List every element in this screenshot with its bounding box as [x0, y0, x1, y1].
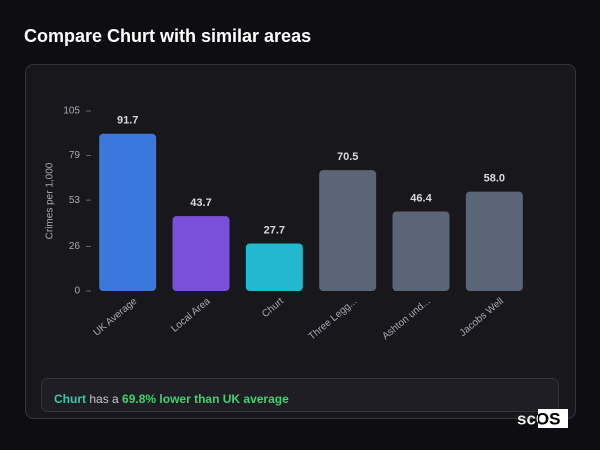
- bar: [392, 211, 450, 291]
- y-axis-label: Crimes per 1,000: [45, 162, 56, 239]
- y-tick-label: 79: [69, 150, 81, 161]
- value-label: 70.5: [337, 151, 358, 163]
- logo-box: [538, 409, 568, 428]
- chart-title: Compare Churt with similar areas: [24, 26, 311, 46]
- y-tick-label: 26: [69, 241, 81, 252]
- bar: [319, 170, 377, 291]
- value-label: 27.7: [264, 224, 285, 236]
- footer-highlight: 69.8% lower than UK average: [122, 392, 289, 406]
- y-tick-label: 53: [69, 195, 81, 206]
- bar: [465, 191, 523, 291]
- value-label: 58.0: [484, 172, 505, 184]
- value-label: 91.7: [117, 115, 138, 127]
- bar: [245, 243, 303, 291]
- card: [25, 64, 576, 419]
- value-label: 46.4: [410, 192, 432, 204]
- footer-text: Churt has a 69.8% lower than UK average: [54, 392, 289, 406]
- bar: [172, 216, 230, 291]
- footer-connector: has a: [89, 392, 119, 406]
- footer-area: Churt: [54, 392, 86, 406]
- logo: scOS: [517, 409, 560, 428]
- bar: [99, 133, 157, 291]
- y-tick-label: 0: [74, 286, 80, 297]
- footer-box: [41, 378, 559, 412]
- value-label: 43.7: [190, 197, 211, 209]
- y-tick-label: 105: [63, 106, 80, 117]
